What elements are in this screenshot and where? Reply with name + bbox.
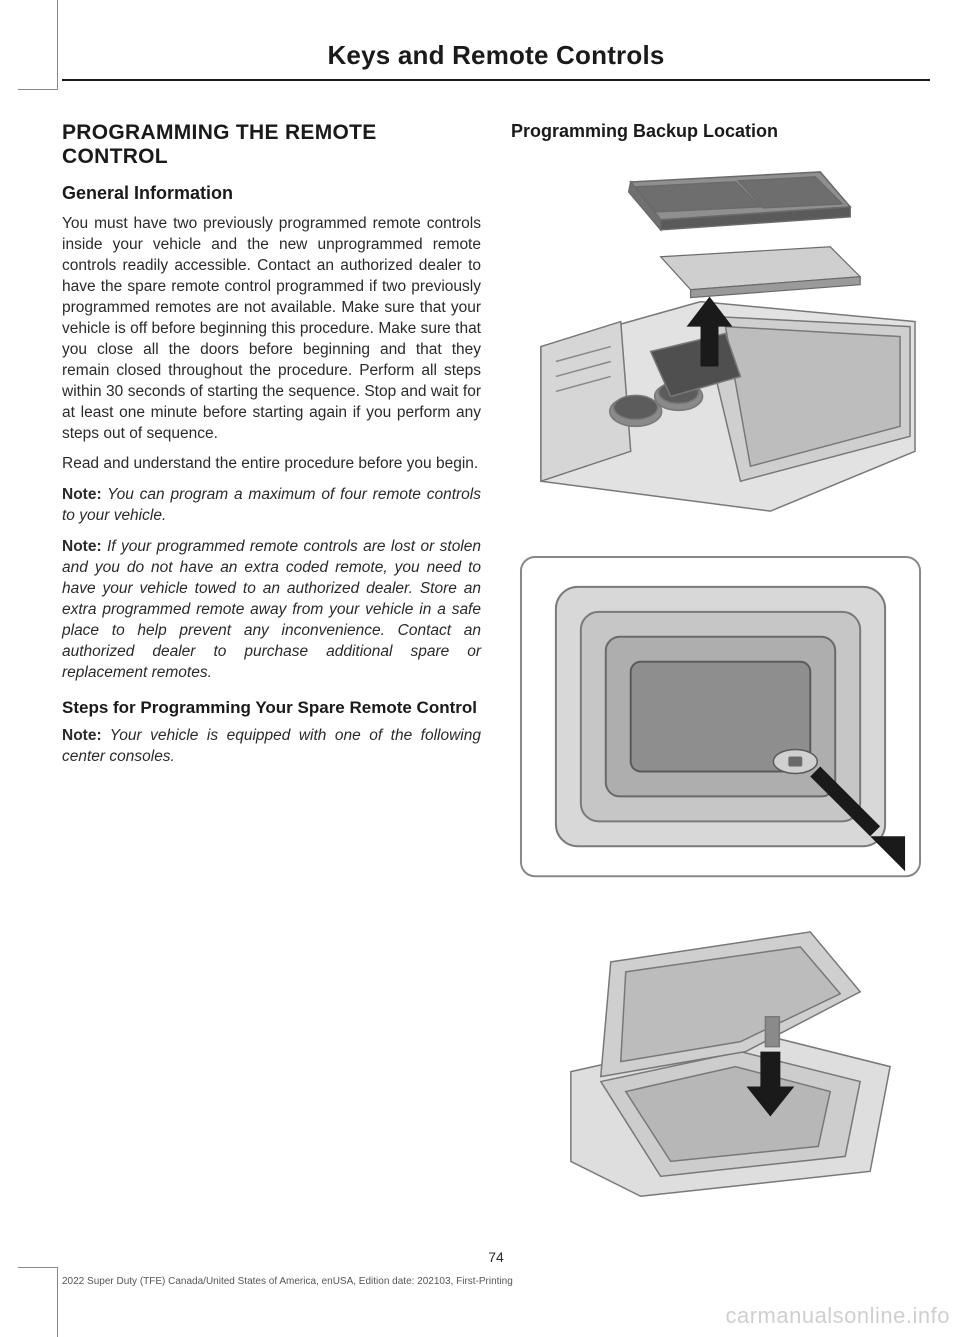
crop-mark-bottom-left (18, 1267, 58, 1337)
page-content: Keys and Remote Controls PROGRAMMING THE… (62, 40, 930, 1307)
section-heading: PROGRAMMING THE REMOTE CONTROL (62, 121, 481, 169)
right-column: Programming Backup Location (511, 121, 930, 1218)
left-column: PROGRAMMING THE REMOTE CONTROL General I… (62, 121, 481, 1218)
subsection-heading: General Information (62, 183, 481, 204)
body-paragraph: Read and understand the entire procedure… (62, 454, 481, 475)
note-paragraph: Note: You can program a maximum of four … (62, 485, 481, 527)
note-label: Note: (62, 538, 102, 555)
note-text: If your programmed remote controls are l… (62, 538, 481, 681)
page-number: 74 (62, 1249, 930, 1265)
note-paragraph: Note: If your programmed remote controls… (62, 537, 481, 683)
note-paragraph: Note: Your vehicle is equipped with one … (62, 726, 481, 768)
figure-console-lid-open (511, 902, 930, 1201)
note-label: Note: (62, 727, 102, 744)
crop-mark-top-left (18, 0, 58, 90)
watermark: carmanualsonline.info (725, 1303, 950, 1329)
figure-console-exploded (511, 152, 930, 531)
figure-bin-topview (511, 547, 930, 886)
subsection-heading: Steps for Programming Your Spare Remote … (62, 698, 481, 718)
footer-metadata: 2022 Super Duty (TFE) Canada/United Stat… (62, 1276, 513, 1287)
note-label: Note: (62, 486, 102, 503)
chapter-title: Keys and Remote Controls (62, 40, 930, 81)
note-text: Your vehicle is equipped with one of the… (62, 727, 481, 765)
two-column-layout: PROGRAMMING THE REMOTE CONTROL General I… (62, 121, 930, 1218)
body-paragraph: You must have two previously programmed … (62, 214, 481, 444)
subsection-heading: Programming Backup Location (511, 121, 930, 142)
note-text: You can program a maximum of four remote… (62, 486, 481, 524)
